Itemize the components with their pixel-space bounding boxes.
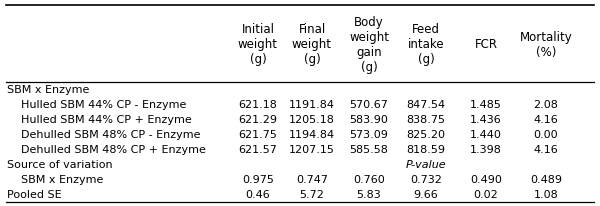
Text: 2.08: 2.08 <box>533 100 559 110</box>
Text: Body
weight
gain
(g): Body weight gain (g) <box>349 15 389 73</box>
Text: 585.58: 585.58 <box>350 145 388 154</box>
Text: 825.20: 825.20 <box>407 130 445 140</box>
Text: 1.436: 1.436 <box>470 115 502 125</box>
Text: 0.747: 0.747 <box>296 174 328 184</box>
Text: 573.09: 573.09 <box>350 130 388 140</box>
Text: 1.08: 1.08 <box>533 190 559 199</box>
Text: 1.440: 1.440 <box>470 130 502 140</box>
Text: SBM x Enzyme: SBM x Enzyme <box>7 85 89 95</box>
Text: Initial
weight
(g): Initial weight (g) <box>238 23 278 66</box>
Text: 621.57: 621.57 <box>239 145 277 154</box>
Text: 570.67: 570.67 <box>350 100 388 110</box>
Text: 0.02: 0.02 <box>473 190 499 199</box>
Text: Source of variation: Source of variation <box>7 160 113 170</box>
Text: 838.75: 838.75 <box>407 115 445 125</box>
Text: 0.00: 0.00 <box>533 130 559 140</box>
Text: 621.29: 621.29 <box>239 115 277 125</box>
Text: FCR: FCR <box>475 38 497 51</box>
Text: 1207.15: 1207.15 <box>289 145 335 154</box>
Text: 621.75: 621.75 <box>239 130 277 140</box>
Text: Final
weight
(g): Final weight (g) <box>292 23 332 66</box>
Text: 5.83: 5.83 <box>356 190 382 199</box>
Text: Dehulled SBM 48% CP + Enzyme: Dehulled SBM 48% CP + Enzyme <box>7 145 206 154</box>
Text: Hulled SBM 44% CP + Enzyme: Hulled SBM 44% CP + Enzyme <box>7 115 192 125</box>
Text: 1194.84: 1194.84 <box>289 130 335 140</box>
Text: 1.398: 1.398 <box>470 145 502 154</box>
Text: 0.490: 0.490 <box>470 174 502 184</box>
Text: SBM x Enzyme: SBM x Enzyme <box>7 174 104 184</box>
Text: 621.18: 621.18 <box>239 100 277 110</box>
Text: 1191.84: 1191.84 <box>289 100 335 110</box>
Text: 0.46: 0.46 <box>245 190 271 199</box>
Text: 0.732: 0.732 <box>410 174 442 184</box>
Text: 583.90: 583.90 <box>350 115 388 125</box>
Text: 4.16: 4.16 <box>533 115 559 125</box>
Text: 818.59: 818.59 <box>407 145 445 154</box>
Text: Dehulled SBM 48% CP - Enzyme: Dehulled SBM 48% CP - Enzyme <box>7 130 200 140</box>
Text: 1.485: 1.485 <box>470 100 502 110</box>
Text: 0.760: 0.760 <box>353 174 385 184</box>
Text: 0.975: 0.975 <box>242 174 274 184</box>
Text: Mortality
(%): Mortality (%) <box>520 30 572 58</box>
Text: Hulled SBM 44% CP - Enzyme: Hulled SBM 44% CP - Enzyme <box>7 100 187 110</box>
Text: Pooled SE: Pooled SE <box>7 190 62 199</box>
Text: 4.16: 4.16 <box>533 145 559 154</box>
Text: 9.66: 9.66 <box>413 190 439 199</box>
Text: P-value: P-value <box>406 160 446 170</box>
Text: 847.54: 847.54 <box>406 100 446 110</box>
Text: Feed
intake
(g): Feed intake (g) <box>407 23 445 66</box>
Text: 1205.18: 1205.18 <box>289 115 335 125</box>
Text: 0.489: 0.489 <box>530 174 562 184</box>
Text: 5.72: 5.72 <box>299 190 325 199</box>
